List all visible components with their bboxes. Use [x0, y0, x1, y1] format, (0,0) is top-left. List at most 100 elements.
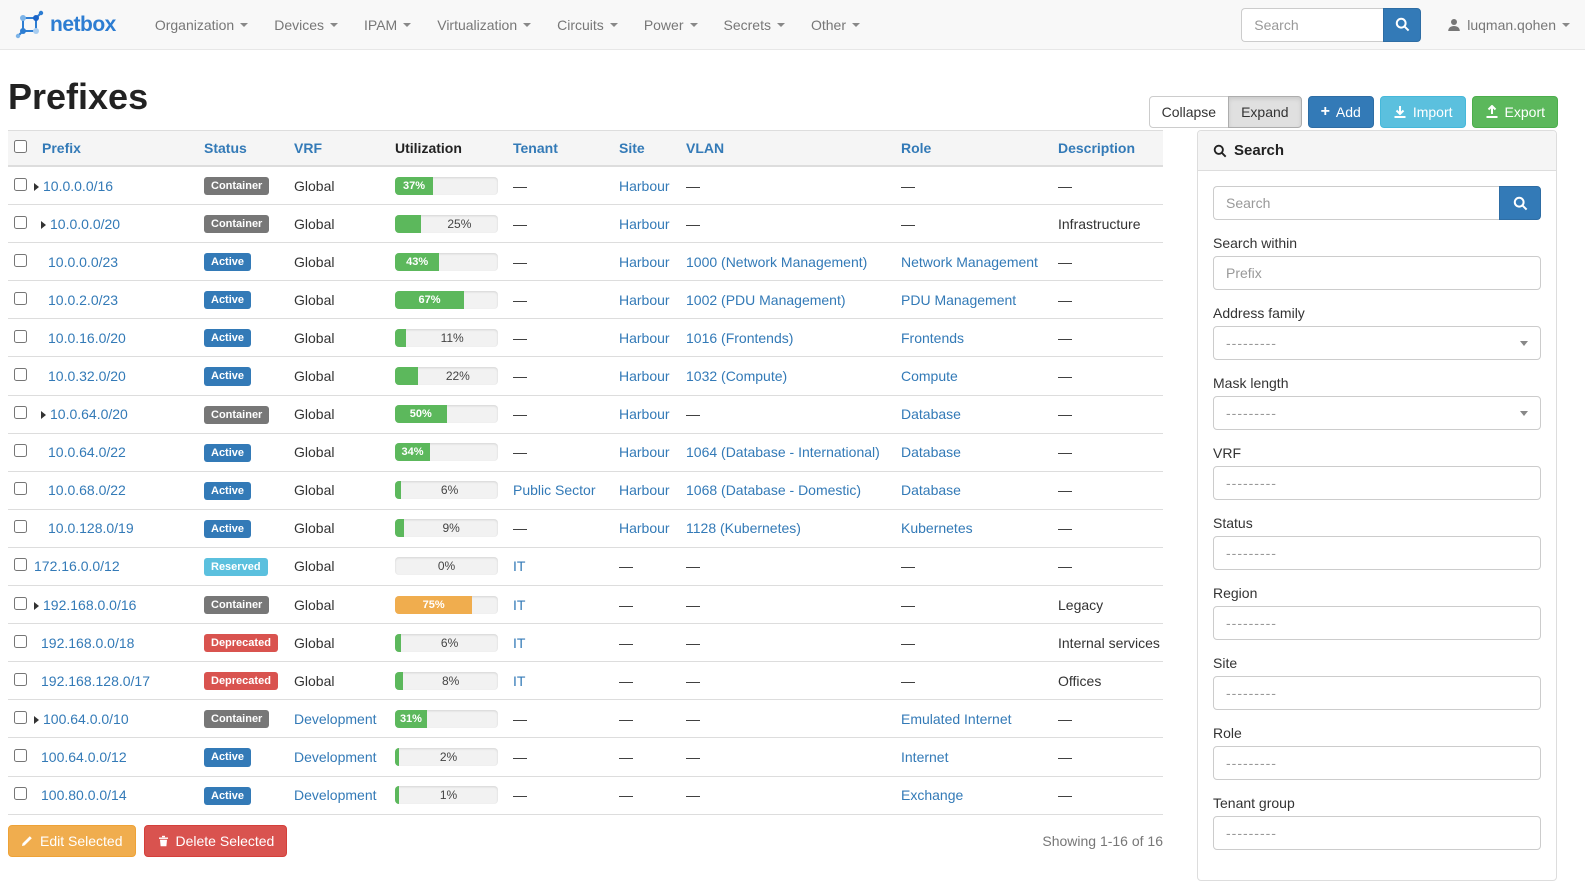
site-link[interactable]: Harbour — [619, 291, 670, 308]
expand-caret-icon[interactable] — [41, 220, 46, 229]
import-button[interactable]: Import — [1379, 96, 1466, 128]
row-checkbox[interactable] — [14, 748, 27, 762]
role-link[interactable]: Frontends — [901, 329, 965, 346]
column-header-prefix[interactable]: Prefix — [34, 130, 196, 167]
filter-search-button[interactable] — [1499, 186, 1541, 220]
prefix-link[interactable]: 10.0.32.0/20 — [48, 368, 126, 385]
prefix-link[interactable]: 10.0.68.0/22 — [48, 482, 126, 499]
role-link[interactable]: Exchange — [901, 787, 964, 804]
prefix-link[interactable]: 192.168.128.0/17 — [41, 672, 150, 689]
role-link[interactable]: Internet — [901, 748, 949, 765]
filter-select[interactable]: --------- — [1213, 536, 1541, 570]
filter-select[interactable]: --------- — [1213, 816, 1541, 850]
column-header-site[interactable]: Site — [611, 130, 678, 167]
nav-item-circuits[interactable]: Circuits — [544, 2, 631, 48]
nav-item-devices[interactable]: Devices — [261, 2, 351, 48]
filter-select[interactable]: --------- — [1213, 676, 1541, 710]
vlan-link[interactable]: 1000 (Network Management) — [686, 253, 868, 270]
expand-button[interactable]: Expand — [1228, 96, 1302, 128]
row-checkbox[interactable] — [14, 634, 27, 648]
navbar-search-button[interactable] — [1383, 7, 1422, 42]
prefix-link[interactable]: 10.0.128.0/19 — [48, 520, 134, 537]
site-link[interactable]: Harbour — [619, 329, 670, 346]
role-link[interactable]: Kubernetes — [901, 520, 973, 537]
vlan-link[interactable]: 1016 (Frontends) — [686, 329, 794, 346]
tenant-link[interactable]: IT — [513, 596, 526, 613]
row-checkbox[interactable] — [14, 596, 27, 610]
tenant-link[interactable]: Public Sector — [513, 482, 596, 499]
prefix-link[interactable]: 10.0.0.0/16 — [43, 177, 114, 194]
vlan-link[interactable]: 1064 (Database - International) — [686, 444, 880, 461]
filter-select[interactable]: --------- — [1213, 606, 1541, 640]
tenant-link[interactable]: IT — [513, 672, 526, 689]
expand-caret-icon[interactable] — [34, 715, 39, 724]
expand-caret-icon[interactable] — [34, 601, 39, 610]
user-menu[interactable]: luqman.qohen — [1447, 17, 1570, 33]
row-checkbox[interactable] — [14, 253, 27, 267]
column-header-role[interactable]: Role — [893, 130, 1050, 167]
vrf-link[interactable]: Development — [294, 748, 377, 765]
prefix-link[interactable]: 192.168.0.0/18 — [41, 634, 135, 651]
prefix-link[interactable]: 172.16.0.0/12 — [34, 558, 120, 575]
role-link[interactable]: Emulated Internet — [901, 710, 1012, 727]
site-link[interactable]: Harbour — [619, 482, 670, 499]
filter-input[interactable] — [1213, 256, 1541, 290]
row-checkbox[interactable] — [14, 710, 27, 724]
row-checkbox[interactable] — [14, 329, 27, 343]
row-checkbox[interactable] — [14, 368, 27, 382]
prefix-link[interactable]: 100.80.0.0/14 — [41, 787, 127, 804]
filter-search-input[interactable] — [1213, 186, 1499, 220]
nav-item-other[interactable]: Other — [798, 2, 873, 48]
nav-item-organization[interactable]: Organization — [142, 2, 261, 48]
collapse-button[interactable]: Collapse — [1148, 96, 1230, 128]
row-checkbox[interactable] — [14, 291, 27, 305]
edit-selected-button[interactable]: Edit Selected — [8, 824, 136, 857]
vlan-link[interactable]: 1128 (Kubernetes) — [686, 520, 801, 537]
prefix-link[interactable]: 10.0.2.0/23 — [48, 291, 119, 308]
row-checkbox[interactable] — [14, 520, 27, 534]
filter-select[interactable]: --------- — [1213, 746, 1541, 780]
column-header-vrf[interactable]: VRF — [286, 130, 387, 167]
nav-item-ipam[interactable]: IPAM — [351, 2, 424, 48]
navbar-search-input[interactable] — [1241, 7, 1384, 42]
netbox-brand[interactable]: netbox — [15, 10, 116, 40]
vlan-link[interactable]: 1068 (Database - Domestic) — [686, 482, 862, 499]
vrf-link[interactable]: Development — [294, 787, 377, 804]
row-checkbox[interactable] — [14, 444, 27, 458]
nav-item-power[interactable]: Power — [631, 2, 711, 48]
prefix-link[interactable]: 10.0.0.0/23 — [48, 253, 119, 270]
vlan-link[interactable]: 1032 (Compute) — [686, 368, 788, 385]
role-link[interactable]: PDU Management — [901, 291, 1017, 308]
column-header-tenant[interactable]: Tenant — [505, 130, 611, 167]
nav-item-virtualization[interactable]: Virtualization — [424, 2, 544, 48]
site-link[interactable]: Harbour — [619, 177, 670, 194]
row-checkbox[interactable] — [14, 672, 27, 686]
delete-selected-button[interactable]: Delete Selected — [143, 824, 288, 857]
filter-select[interactable]: --------- — [1213, 326, 1541, 360]
export-button[interactable]: Export — [1471, 96, 1558, 128]
vrf-link[interactable]: Development — [294, 710, 377, 727]
prefix-link[interactable]: 10.0.16.0/20 — [48, 329, 126, 346]
site-link[interactable]: Harbour — [619, 368, 670, 385]
role-link[interactable]: Compute — [901, 368, 958, 385]
prefix-link[interactable]: 10.0.64.0/22 — [48, 444, 126, 461]
row-checkbox[interactable] — [14, 787, 27, 801]
row-checkbox[interactable] — [14, 558, 27, 572]
add-button[interactable]: + Add — [1307, 96, 1374, 128]
row-checkbox[interactable] — [14, 215, 27, 229]
prefix-link[interactable]: 10.0.0.0/20 — [50, 215, 121, 232]
filter-select[interactable]: --------- — [1213, 396, 1541, 430]
row-checkbox[interactable] — [14, 482, 27, 496]
site-link[interactable]: Harbour — [619, 520, 670, 537]
prefix-link[interactable]: 192.168.0.0/16 — [43, 596, 137, 613]
tenant-link[interactable]: IT — [513, 634, 526, 651]
site-link[interactable]: Harbour — [619, 444, 670, 461]
role-link[interactable]: Database — [901, 406, 961, 423]
select-all-checkbox[interactable] — [14, 140, 27, 153]
site-link[interactable]: Harbour — [619, 406, 670, 423]
role-link[interactable]: Database — [901, 444, 961, 461]
site-link[interactable]: Harbour — [619, 215, 670, 232]
column-header-status[interactable]: Status — [196, 130, 286, 167]
row-checkbox[interactable] — [14, 406, 27, 420]
site-link[interactable]: Harbour — [619, 253, 670, 270]
